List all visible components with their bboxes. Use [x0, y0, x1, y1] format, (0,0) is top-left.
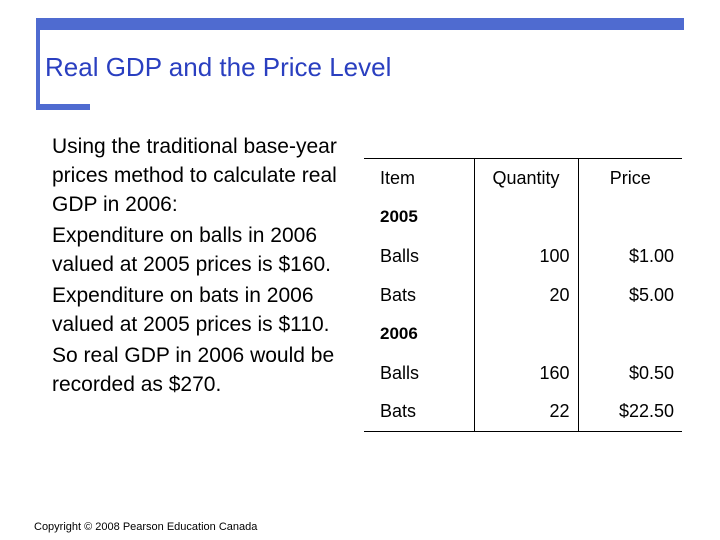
- table-cell: [473, 314, 578, 354]
- copyright-notice: Copyright © 2008 Pearson Education Canad…: [34, 521, 258, 533]
- top-accent-bar: [36, 18, 684, 30]
- price-cell: $5.00: [577, 275, 682, 315]
- left-accent-bar: [36, 30, 40, 110]
- header-price: Price: [577, 158, 682, 198]
- table-row: Balls 160 $0.50: [364, 353, 682, 393]
- table-cell: [577, 314, 682, 354]
- body-text: Using the traditional base-year prices m…: [52, 132, 352, 401]
- paragraph-balls: Expenditure on balls in 2006 valued at 2…: [52, 224, 332, 276]
- item-cell: Balls: [380, 245, 420, 266]
- item-cell: Balls: [380, 362, 420, 383]
- quantity-cell: 22: [473, 392, 578, 432]
- item-cell: Bats: [380, 284, 417, 305]
- quantity-cell: 160: [473, 353, 578, 393]
- quantity-cell: 100: [473, 236, 578, 276]
- table-section-row: 2006: [364, 314, 682, 354]
- table-section-row: 2005: [364, 197, 682, 237]
- table-row: Bats 22 $22.50: [364, 392, 682, 432]
- table-row: Bats 20 $5.00: [364, 275, 682, 315]
- table-header-row: Item Quantity Price: [364, 158, 682, 198]
- table-cell: [473, 197, 578, 237]
- title-underline-bar: [36, 104, 90, 110]
- table-row: Balls 100 $1.00: [364, 236, 682, 276]
- paragraph-bats: Expenditure on bats in 2006 valued at 20…: [52, 284, 330, 336]
- item-cell: Bats: [364, 392, 474, 432]
- header-quantity: Quantity: [473, 158, 578, 198]
- slide-title: Real GDP and the Price Level: [45, 52, 392, 82]
- year-label: 2006: [380, 324, 418, 343]
- price-cell: $1.00: [577, 236, 682, 276]
- paragraph-method: Using the traditional base-year prices m…: [52, 135, 337, 216]
- header-item: Item: [364, 158, 474, 198]
- price-cell: $22.50: [577, 392, 682, 432]
- price-cell: $0.50: [577, 353, 682, 393]
- table-cell: [577, 197, 682, 237]
- quantity-cell: 20: [473, 275, 578, 315]
- price-quantity-table: Item Quantity Price 2005 Balls 100 $1.00…: [364, 158, 682, 432]
- paragraph-conclusion: So real GDP in 2006 would be recorded as…: [52, 344, 335, 396]
- year-label: 2005: [380, 207, 418, 226]
